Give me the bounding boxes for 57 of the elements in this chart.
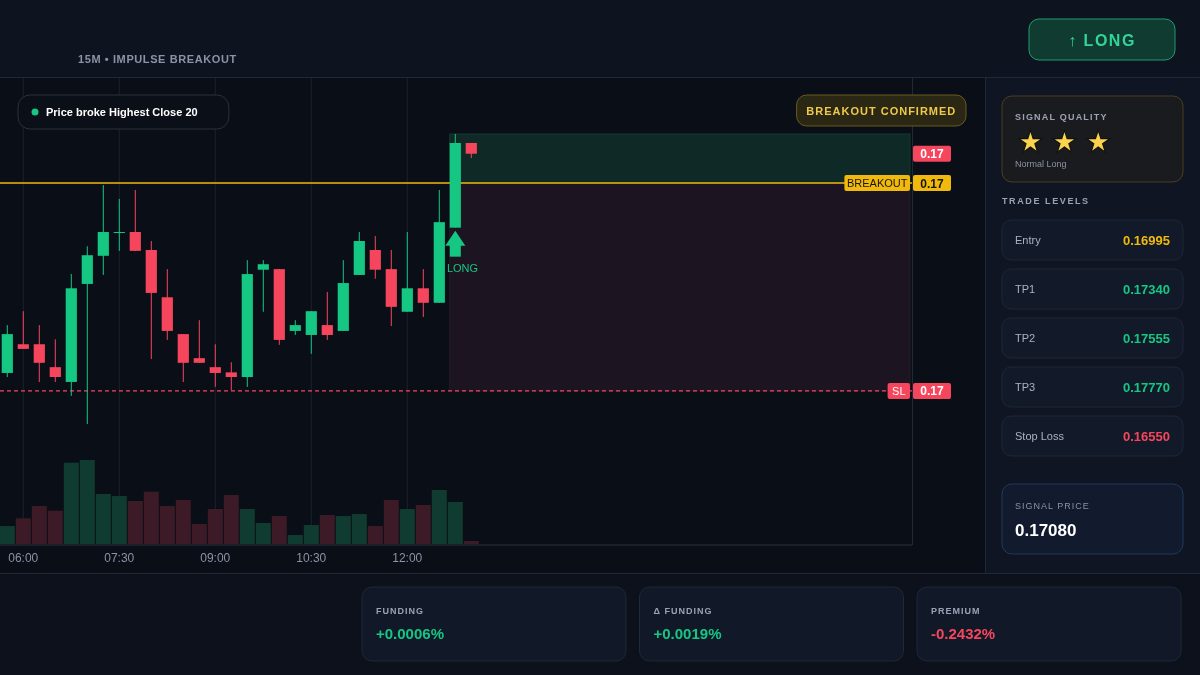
text: SIGNAL QUALITY — [1015, 112, 1108, 122]
candlestick — [369, 235, 381, 280]
candlestick — [33, 324, 45, 383]
candlestick — [17, 310, 29, 350]
text: 0.17080 — [1015, 521, 1077, 540]
bar — [399, 508, 415, 544]
x-tick-label: 12:00 — [392, 551, 423, 565]
bar — [319, 515, 335, 544]
text: Normal Long — [1015, 159, 1067, 169]
category-label: Δ FUNDING — [653, 606, 713, 616]
category-label: PREMIUM — [931, 606, 981, 616]
category-label: Entry — [1015, 234, 1042, 246]
text: +0.0019% — [653, 625, 722, 642]
text: 15M • IMPULSE BREAKOUT — [78, 53, 237, 65]
text: -0.2432% — [931, 625, 996, 642]
text: ★★★ — [1017, 124, 1119, 159]
category-label: TP3 — [1015, 381, 1036, 393]
category-label: FUNDING — [376, 606, 424, 616]
candlestick — [321, 291, 333, 341]
candlestick — [417, 268, 429, 318]
candlestick — [97, 184, 109, 276]
x-tick-label: 09:00 — [200, 551, 231, 565]
bar — [271, 516, 287, 544]
candlestick — [257, 259, 269, 313]
text: 0.17770 — [1123, 380, 1170, 395]
bar — [0, 526, 15, 544]
text: 0.16550 — [1123, 429, 1170, 444]
candlestick — [193, 319, 205, 364]
text: ↑ LONG — [1068, 31, 1136, 49]
annotation: 0.17 — [920, 176, 944, 191]
text: BREAKOUT CONFIRMED — [806, 105, 957, 117]
candlestick — [209, 343, 221, 388]
text: SIGNAL PRICE — [1015, 501, 1090, 511]
candlestick — [49, 338, 61, 383]
ref-line-label: SL — [892, 384, 906, 397]
text: 0.17340 — [1123, 282, 1170, 297]
category-label: TP1 — [1015, 283, 1036, 295]
annotation: 0.17 — [920, 384, 944, 399]
candlestick — [401, 231, 413, 313]
x-tick-label: 10:30 — [296, 551, 327, 565]
text: +0.0006% — [376, 625, 444, 642]
bar — [463, 540, 479, 544]
candlestick — [113, 198, 125, 252]
text: 0.17555 — [1123, 331, 1170, 346]
x-tick-label: 06:00 — [8, 551, 39, 565]
x-tick-label: 07:30 — [104, 551, 135, 565]
candlestick — [129, 189, 141, 252]
ref-line-label: BREAKOUT — [846, 177, 908, 190]
text: TRADE LEVELS — [1002, 196, 1090, 206]
bar — [415, 505, 431, 544]
category-label: TP2 — [1015, 332, 1036, 344]
text: 0.16995 — [1123, 233, 1170, 248]
category-label: Stop Loss — [1015, 430, 1065, 442]
annotation: LONG — [446, 261, 479, 274]
text: Price broke Highest Close 20 — [46, 106, 198, 118]
annotation: 0.17 — [920, 147, 944, 162]
candlestick — [305, 310, 317, 355]
